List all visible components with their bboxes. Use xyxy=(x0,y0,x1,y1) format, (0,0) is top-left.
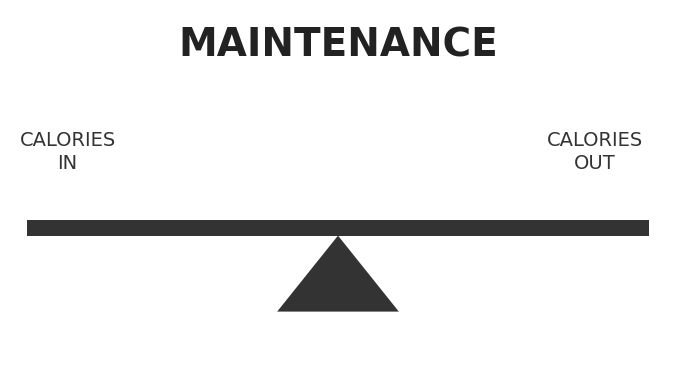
Text: CALORIES
IN: CALORIES IN xyxy=(20,131,116,173)
FancyBboxPatch shape xyxy=(27,220,649,236)
Text: CALORIES
OUT: CALORIES OUT xyxy=(547,131,643,173)
Polygon shape xyxy=(277,236,399,312)
Text: MAINTENANCE: MAINTENANCE xyxy=(178,27,498,65)
